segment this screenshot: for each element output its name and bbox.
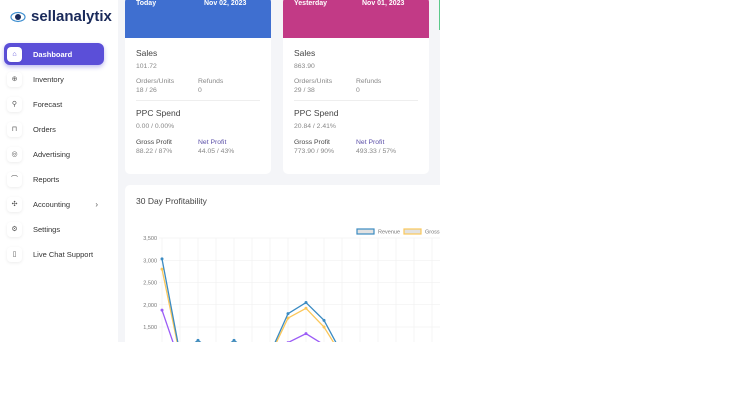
home-icon: ⌂ xyxy=(7,46,22,62)
card-header: Today Nov 02, 2023 xyxy=(125,0,271,38)
sidebar-item-label: Settings xyxy=(33,224,61,234)
legend-swatch xyxy=(403,228,422,235)
y-tick-label: 2,500 xyxy=(143,281,157,287)
sidebar: sellanalytix ⌂ Dashboard ⊕ Inventory ⚲ Foreca… xyxy=(0,0,118,342)
legend-label: Gross xyxy=(425,230,440,236)
ppc-label: PPC Spend xyxy=(136,108,181,118)
chart-icon: ⌒ xyxy=(7,171,22,187)
card-period: Today xyxy=(136,0,157,7)
data-point xyxy=(160,308,164,312)
sidebar-item-label: Live Chat Support xyxy=(33,249,94,259)
orders-label: Orders/Units xyxy=(294,78,333,85)
sidebar-item-reports[interactable]: ⌒ Reports xyxy=(4,168,104,190)
gross-profit-value: 88.22 / 87% xyxy=(136,148,173,155)
logo[interactable]: sellanalytix xyxy=(10,8,112,25)
chart-title: 30 Day Profitability xyxy=(136,196,207,206)
data-point xyxy=(322,325,326,329)
gross-profit-value: 773.90 / 90% xyxy=(294,148,335,155)
gross-profit-label: Gross Profit xyxy=(136,139,172,146)
data-point xyxy=(286,316,290,320)
sidebar-item-accounting[interactable]: ✣ Accounting › xyxy=(4,193,104,215)
card-period: Yesterday xyxy=(294,0,328,7)
sidebar-item-settings[interactable]: ⚙ Settings xyxy=(4,218,104,240)
divider xyxy=(136,100,260,101)
net-profit-value: 44.05 / 43% xyxy=(198,148,235,155)
logo-eye-icon xyxy=(10,11,26,22)
sidebar-item-label: Forecast xyxy=(33,99,63,109)
sidebar-item-label: Inventory xyxy=(33,74,64,84)
sales-label: Sales xyxy=(136,48,158,58)
sales-value: 101.72 xyxy=(136,63,157,70)
cart-icon: ⊓ xyxy=(7,121,22,137)
sales-label: Sales xyxy=(294,48,316,58)
data-point xyxy=(304,332,308,336)
sales-value: 863.90 xyxy=(294,63,315,70)
data-point xyxy=(160,267,164,271)
phone-icon: ▯ xyxy=(7,246,22,262)
y-tick-label: 3,500 xyxy=(143,236,157,242)
orders-value: 18 / 26 xyxy=(136,87,157,94)
data-point xyxy=(304,306,308,310)
ppc-value: 20.84 / 2.41% xyxy=(294,123,336,130)
sidebar-item-forecast[interactable]: ⚲ Forecast xyxy=(4,93,104,115)
sidebar-item-dashboard[interactable]: ⌂ Dashboard xyxy=(4,43,104,65)
y-tick-label: 3,000 xyxy=(143,258,157,264)
sidebar-item-label: Advertising xyxy=(33,149,71,159)
y-tick-label: 2,000 xyxy=(143,303,157,309)
card-date: Nov 01, 2023 xyxy=(362,0,405,7)
brand-name: sellanalytix xyxy=(31,8,112,25)
data-point xyxy=(286,312,290,316)
summary-card-today: Today Nov 02, 2023 Sales 101.72 Orders/Un… xyxy=(125,0,271,174)
app: sellanalytix ⌂ Dashboard ⊕ Inventory ⚲ Foreca… xyxy=(0,0,440,342)
accounting-icon: ✣ xyxy=(7,196,22,212)
sidebar-item-label: Reports xyxy=(33,174,60,184)
legend-label: Revenue xyxy=(378,230,400,236)
sidebar-item-label: Accounting xyxy=(33,199,71,209)
profitability-chart-card: 30 Day Profitability 3,500 3,000 2,500 2,00… xyxy=(125,185,440,342)
net-profit-value: 493.33 / 57% xyxy=(356,148,397,155)
refunds-label: Refunds xyxy=(356,78,382,85)
sidebar-item-inventory[interactable]: ⊕ Inventory xyxy=(4,68,104,90)
target-icon: ◎ xyxy=(7,146,22,162)
refunds-value: 0 xyxy=(198,87,202,94)
sidebar-item-advertising[interactable]: ◎ Advertising xyxy=(4,143,104,165)
line-chart: 3,500 3,000 2,500 2,000 1,500 Revenue Gross xyxy=(143,228,440,342)
orders-value: 29 / 38 xyxy=(294,87,315,94)
refunds-label: Refunds xyxy=(198,78,224,85)
refunds-value: 0 xyxy=(356,87,360,94)
ppc-label: PPC Spend xyxy=(294,108,339,118)
y-tick-label: 1,500 xyxy=(143,325,157,331)
orders-label: Orders/Units xyxy=(136,78,175,85)
series-line xyxy=(161,269,335,342)
chevron-right-icon[interactable]: › xyxy=(95,199,98,209)
data-point xyxy=(322,318,326,322)
data-point xyxy=(304,301,308,305)
net-profit-label: Net Profit xyxy=(198,139,227,146)
sidebar-item-label: Dashboard xyxy=(33,49,73,59)
box-icon: ⊕ xyxy=(7,71,22,87)
data-point xyxy=(286,341,290,342)
sidebar-item-orders[interactable]: ⊓ Orders xyxy=(4,118,104,140)
divider xyxy=(294,100,418,101)
sidebar-item-live-chat-support[interactable]: ▯ Live Chat Support xyxy=(4,243,104,265)
data-point xyxy=(160,257,164,261)
gross-profit-label: Gross Profit xyxy=(294,139,330,146)
series-line xyxy=(161,258,337,342)
data-point xyxy=(196,338,200,342)
card-date: Nov 02, 2023 xyxy=(204,0,247,7)
third-card-edge xyxy=(439,0,440,30)
forecast-icon: ⚲ xyxy=(7,96,22,112)
net-profit-label: Net Profit xyxy=(356,139,385,146)
gear-icon: ⚙ xyxy=(7,221,22,237)
sidebar-item-label: Orders xyxy=(33,124,56,134)
series-line xyxy=(161,309,321,342)
summary-card-yesterday: Yesterday Nov 01, 2023 Sales 863.90 Order… xyxy=(283,0,429,174)
card-header: Yesterday Nov 01, 2023 xyxy=(283,0,429,38)
ppc-value: 0.00 / 0.00% xyxy=(136,123,175,130)
legend-swatch xyxy=(356,228,375,235)
data-point xyxy=(232,338,236,342)
